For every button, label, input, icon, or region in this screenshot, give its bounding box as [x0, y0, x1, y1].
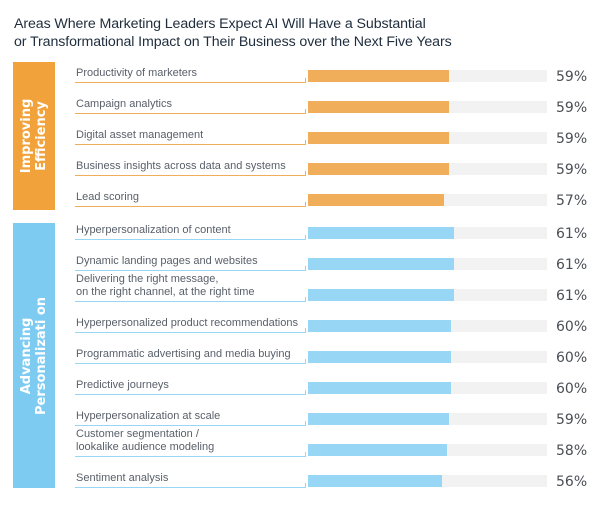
- value-label: 61%: [556, 288, 588, 304]
- category-underline-tick: [305, 483, 306, 488]
- bar-improving-efficiency: [308, 70, 449, 82]
- category-label-line: Sentiment analysis: [76, 472, 169, 484]
- category-label: Programmatic advertising and media buyin…: [76, 348, 308, 361]
- category-underline: [75, 487, 306, 488]
- category-underline-tick: [305, 171, 306, 176]
- category-label-line: Dynamic landing pages and websites: [76, 255, 258, 267]
- category-underline: [75, 301, 306, 302]
- bar-advancing-personalization: [308, 444, 447, 456]
- category-label-line: Customer segmentation /: [76, 428, 199, 440]
- category-label-line: Business insights across data and system…: [76, 160, 286, 172]
- bar-advancing-personalization: [308, 475, 442, 487]
- section-label-advancing-personalization: Advancing Personalizati on: [19, 296, 49, 414]
- category-label-line: Productivity of marketers: [76, 67, 198, 79]
- chart-title: Areas Where Marketing Leaders Expect AI …: [14, 15, 594, 51]
- section-label-line: Improving: [19, 98, 34, 174]
- category-underline-tick: [305, 78, 306, 83]
- bar-improving-efficiency: [308, 132, 449, 144]
- category-label-line: Hyperpersonalization at scale: [76, 410, 221, 422]
- value-label: 57%: [556, 193, 588, 209]
- category-label-line: Hyperpersonalized product recommendation…: [76, 317, 298, 329]
- bar-advancing-personalization: [308, 351, 452, 363]
- category-underline: [75, 456, 306, 457]
- category-underline: [75, 394, 306, 395]
- value-label: 59%: [556, 100, 588, 116]
- section-label-line: Personalizati on: [34, 296, 49, 415]
- category-label: Productivity of marketers: [76, 67, 308, 80]
- category-underline-tick: [305, 390, 306, 395]
- value-label: 61%: [556, 257, 588, 273]
- value-label: 59%: [556, 69, 588, 85]
- value-label: 59%: [556, 131, 588, 147]
- bar-improving-efficiency: [308, 101, 449, 113]
- category-underline: [75, 206, 306, 207]
- bar-advancing-personalization: [308, 382, 452, 394]
- category-underline: [75, 363, 306, 364]
- category-label-line: on the right channel, at the right time: [76, 286, 255, 298]
- value-label: 58%: [556, 443, 588, 459]
- category-underline-tick: [305, 266, 306, 271]
- value-label: 59%: [556, 412, 588, 428]
- category-label-line: Hyperpersonalization of content: [76, 224, 231, 236]
- category-underline: [75, 175, 306, 176]
- category-label-line: Digital asset management: [76, 129, 204, 141]
- category-underline-tick: [305, 202, 306, 207]
- bar-improving-efficiency: [308, 194, 445, 206]
- bar-advancing-personalization: [308, 289, 454, 301]
- category-underline: [75, 113, 306, 114]
- category-label: Hyperpersonalized product recommendation…: [76, 317, 308, 330]
- category-underline-tick: [305, 421, 306, 426]
- category-underline: [75, 239, 306, 240]
- value-label: 60%: [556, 350, 588, 366]
- chart-title-line-2: or Transformational Impact on Their Busi…: [14, 34, 452, 50]
- section-box-advancing-personalization: Advancing Personalizati on: [13, 223, 55, 488]
- bar-advancing-personalization: [308, 258, 454, 270]
- category-label-line: Lead scoring: [76, 191, 139, 203]
- category-underline-tick: [305, 235, 306, 240]
- value-label: 60%: [556, 381, 588, 397]
- chart-title-line-1: Areas Where Marketing Leaders Expect AI …: [14, 16, 426, 32]
- category-underline-tick: [305, 140, 306, 145]
- category-underline-tick: [305, 328, 306, 333]
- value-label: 60%: [556, 319, 588, 335]
- value-label: 61%: [556, 226, 588, 242]
- section-label-line: Efficiency: [34, 101, 49, 171]
- category-underline-tick: [305, 359, 306, 364]
- category-label: Business insights across data and system…: [76, 160, 308, 173]
- category-label-line: Campaign analytics: [76, 98, 172, 110]
- category-label: Predictive journeys: [76, 379, 308, 392]
- category-label: Dynamic landing pages and websites: [76, 255, 308, 268]
- value-label: 56%: [556, 474, 588, 490]
- bar-improving-efficiency: [308, 163, 449, 175]
- category-underline: [75, 270, 306, 271]
- bar-advancing-personalization: [308, 227, 454, 239]
- category-label: Lead scoring: [76, 191, 308, 204]
- section-box-improving-efficiency: Improving Efficiency: [13, 62, 55, 210]
- category-underline-tick: [305, 297, 306, 302]
- category-label: Digital asset management: [76, 129, 308, 142]
- category-label: Delivering the right message, on the righ…: [76, 273, 308, 299]
- category-underline-tick: [305, 452, 306, 457]
- bar-advancing-personalization: [308, 320, 452, 332]
- section-label-line: Advancing: [19, 317, 34, 394]
- category-label-line: Delivering the right message,: [76, 273, 219, 285]
- category-underline: [75, 82, 306, 83]
- category-label: Sentiment analysis: [76, 472, 308, 485]
- category-label-line: Programmatic advertising and media buyin…: [76, 348, 291, 360]
- value-label: 59%: [556, 162, 588, 178]
- category-underline-tick: [305, 109, 306, 114]
- category-underline: [75, 144, 306, 145]
- category-underline: [75, 332, 306, 333]
- section-label-improving-efficiency: Improving Efficiency: [19, 99, 49, 174]
- category-label-line: lookalike audience modeling: [76, 441, 215, 453]
- category-label: Customer segmentation / lookalike audienc…: [76, 428, 308, 454]
- category-label: Hyperpersonalization at scale: [76, 410, 308, 423]
- category-label: Campaign analytics: [76, 98, 308, 111]
- category-label: Hyperpersonalization of content: [76, 224, 308, 237]
- category-label-line: Predictive journeys: [76, 379, 169, 391]
- bar-advancing-personalization: [308, 413, 449, 425]
- category-underline: [75, 425, 306, 426]
